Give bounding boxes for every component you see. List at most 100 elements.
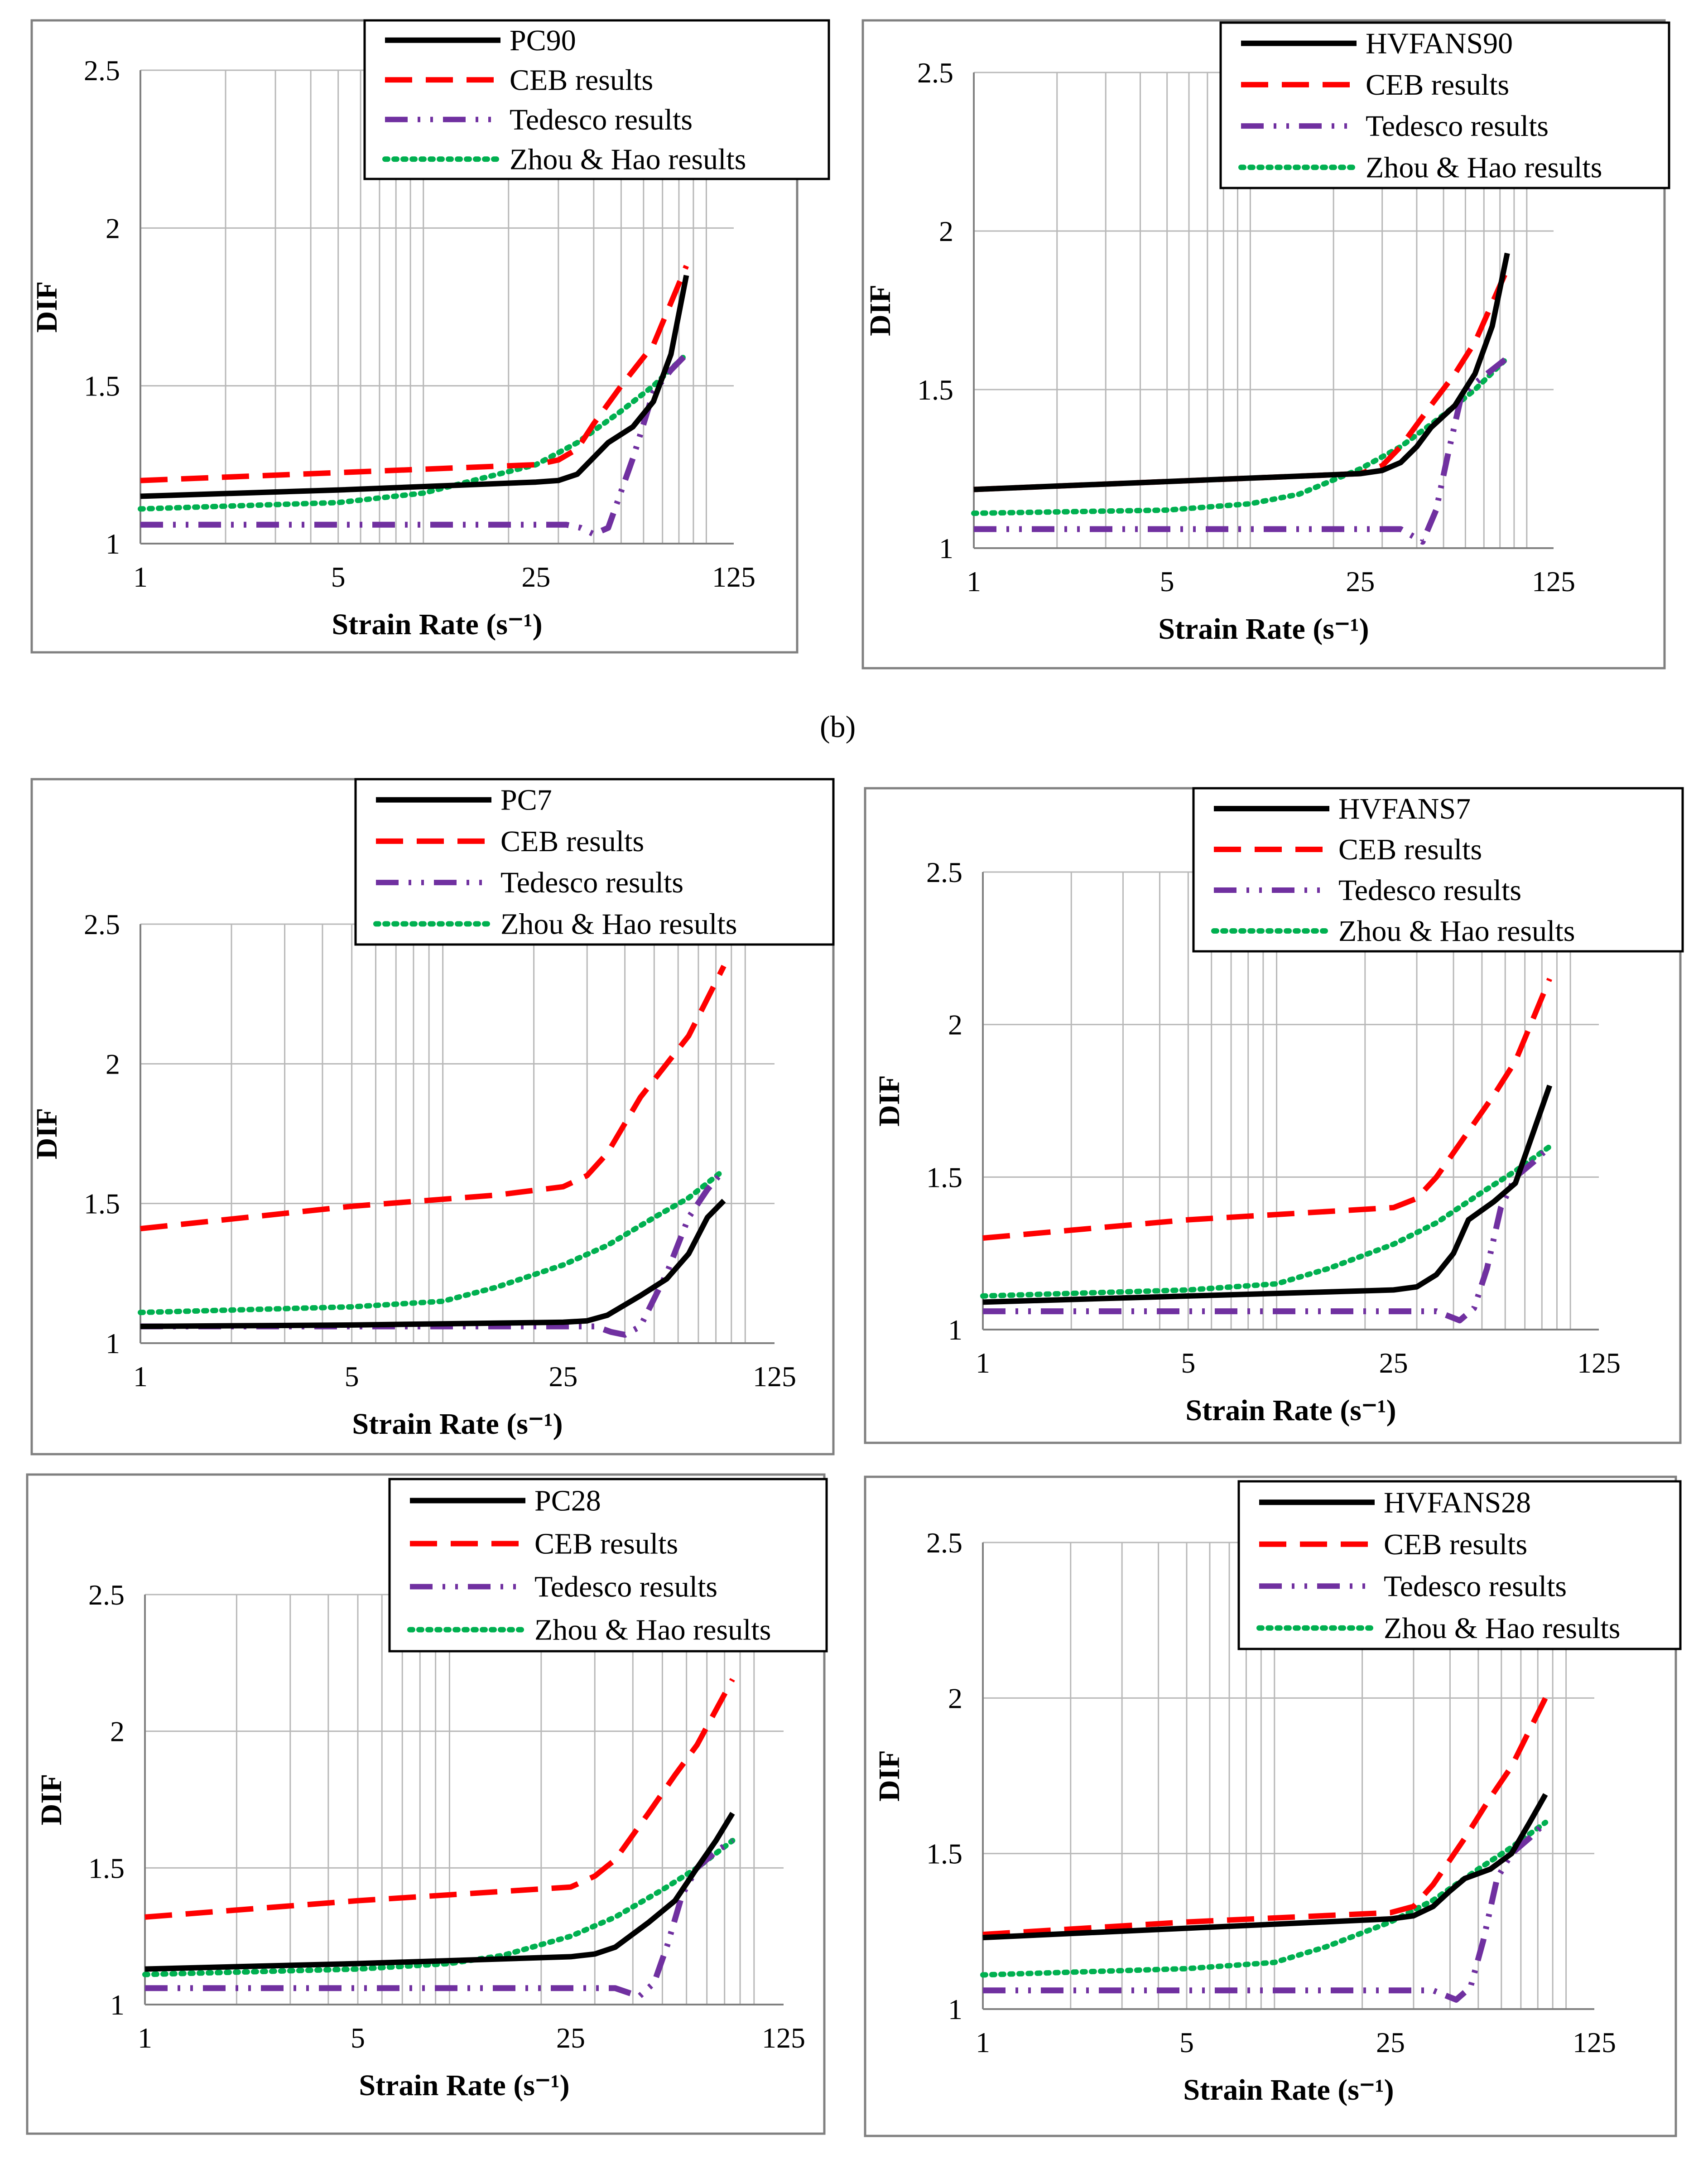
y-tick-label: 1 — [939, 532, 953, 564]
legend-label: Tedesco results — [534, 1571, 717, 1604]
legend-box — [363, 19, 830, 180]
legend: HVFANS7 CEB results Tedesco results Zhou & … — [1192, 787, 1684, 953]
legend-label: Tedesco results — [510, 103, 693, 136]
y-tick-label: 2 — [106, 212, 120, 244]
x-tick-label: 125 — [753, 1360, 796, 1393]
x-tick-label: 1 — [976, 1347, 990, 1379]
legend-label: Zhou & Hao results — [500, 907, 737, 940]
legend-label: CEB results — [1366, 68, 1509, 101]
x-tick-label: 1 — [133, 561, 148, 593]
legend-label: CEB results — [1338, 833, 1482, 866]
series-line-tedesco — [140, 1168, 727, 1338]
x-tick-label: 1 — [133, 1360, 148, 1393]
chart-hvfans28: 1 5 25 125 1 1.5 2 2.5 Strain Rate (s⁻¹) DIF HVFAN… — [864, 1475, 1682, 2137]
y-tick-label: 1 — [110, 1989, 125, 2021]
legend-box — [388, 1478, 828, 1653]
x-axis-title: Strain Rate (s⁻¹) — [352, 1407, 563, 1441]
y-tick-label: 1.5 — [926, 1161, 962, 1193]
legend: HVFANS90 CEB results Tedesco results Zhou &… — [1219, 21, 1670, 189]
y-tick-label: 1 — [106, 1327, 120, 1359]
x-tick-label: 125 — [1573, 2026, 1616, 2058]
legend-label: Zhou & Hao results — [1384, 1612, 1620, 1645]
series-line-zhou_hao — [138, 1167, 727, 1316]
series-line-zhou_hao — [980, 1820, 1549, 1978]
y-tick-label: 2.5 — [926, 856, 962, 888]
y-tick-label: 2.5 — [84, 908, 120, 940]
y-axis-title: DIF — [873, 1750, 906, 1802]
legend-box — [1219, 21, 1670, 189]
series-line-measured — [140, 275, 689, 499]
legend-label: Zhou & Hao results — [1338, 915, 1575, 948]
series-line-measured — [140, 1199, 726, 1329]
legend-label: HVFANS7 — [1338, 792, 1471, 825]
x-tick-label: 25 — [556, 2022, 585, 2054]
series-line-zhou_hao — [980, 1144, 1553, 1299]
gridlines — [140, 923, 775, 1344]
subcaption-b: (b) — [820, 709, 856, 744]
legend-label: PC28 — [534, 1485, 601, 1518]
series-line-measured — [144, 1812, 735, 1972]
x-axis-title: Strain Rate (s⁻¹) — [359, 2069, 569, 2102]
x-tick-label: 5 — [1160, 565, 1174, 598]
x-tick-label: 1 — [138, 2022, 152, 2054]
chart-pc28: 1 5 25 125 1 1.5 2 2.5 Strain Rate (s⁻¹) DIF PC28 C… — [26, 1473, 828, 2135]
legend: PC90 CEB results Tedesco results Zhou & Hao… — [363, 19, 830, 180]
y-tick-label: 2 — [939, 215, 953, 247]
legend-label: PC7 — [500, 784, 552, 817]
legend-label: HVFANS90 — [1366, 27, 1513, 60]
x-tick-label: 5 — [331, 561, 346, 593]
x-tick-label: 25 — [1379, 1347, 1408, 1379]
y-axis-title: DIF — [35, 1774, 68, 1826]
series-line-zhou_hao — [142, 1838, 736, 1977]
y-axis-title: DIF — [873, 1075, 906, 1127]
y-tick-label: 1.5 — [88, 1852, 125, 1884]
y-tick-label: 2.5 — [926, 1527, 962, 1559]
series-line-ceb — [144, 1678, 735, 1920]
x-tick-label: 1 — [976, 2026, 990, 2058]
series-line-zhou_hao — [138, 352, 689, 512]
x-axis-title: Strain Rate (s⁻¹) — [1158, 612, 1369, 646]
series-line-zhou_hao — [971, 355, 1510, 516]
y-tick-label: 1.5 — [84, 1188, 120, 1220]
series-line-ceb — [140, 964, 727, 1232]
y-axis-title: DIF — [30, 1108, 63, 1160]
series-line-ceb — [140, 265, 689, 483]
legend-box — [354, 778, 835, 946]
y-tick-label: 2.5 — [917, 57, 953, 89]
y-tick-label: 1.5 — [917, 374, 953, 406]
x-axis-title: Strain Rate (s⁻¹) — [332, 608, 542, 641]
x-tick-label: 125 — [712, 561, 755, 593]
x-tick-label: 1 — [967, 565, 981, 598]
legend-label: HVFANS28 — [1384, 1486, 1531, 1519]
x-axis-title: Strain Rate (s⁻¹) — [1185, 1394, 1396, 1427]
y-axis-title: DIF — [30, 281, 63, 333]
x-tick-label: 25 — [548, 1360, 577, 1393]
x-axis-title: Strain Rate (s⁻¹) — [1183, 2073, 1394, 2106]
chart-hvfans90: 1 5 25 125 1 1.5 2 2.5 Strain Rate (s⁻¹) DIF HVFAN… — [861, 19, 1670, 670]
series-line-ceb — [982, 1697, 1548, 1938]
y-tick-label: 2 — [948, 1682, 962, 1714]
x-tick-label: 125 — [1577, 1347, 1621, 1379]
legend-label: Tedesco results — [500, 866, 683, 899]
series-line-measured — [982, 1084, 1553, 1305]
legend: HVFANS28 CEB results Tedesco results Zhou &… — [1237, 1480, 1682, 1650]
x-tick-label: 25 — [1346, 565, 1375, 598]
legend-label: Tedesco results — [1366, 110, 1549, 143]
legend-label: CEB results — [1384, 1528, 1527, 1561]
legend-label: Tedesco results — [1338, 874, 1521, 907]
x-tick-label: 5 — [1181, 1347, 1195, 1379]
series-line-tedesco — [974, 355, 1509, 545]
y-tick-label: 1.5 — [926, 1838, 962, 1870]
x-tick-label: 5 — [351, 2022, 365, 2054]
legend-label: Zhou & Hao results — [510, 143, 746, 176]
series-line-measured — [982, 1793, 1548, 1941]
y-tick-label: 2 — [110, 1716, 125, 1748]
legend-label: PC90 — [510, 24, 576, 57]
x-tick-label: 25 — [521, 561, 550, 593]
x-tick-label: 125 — [1532, 565, 1575, 598]
y-tick-label: 2.5 — [84, 54, 120, 87]
x-tick-label: 25 — [1376, 2026, 1405, 2058]
chart-hvfans7: 1 5 25 125 1 1.5 2 2.5 Strain Rate (s⁻¹) DIF HVFAN… — [864, 787, 1684, 1444]
legend-label: Zhou & Hao results — [1366, 151, 1602, 184]
